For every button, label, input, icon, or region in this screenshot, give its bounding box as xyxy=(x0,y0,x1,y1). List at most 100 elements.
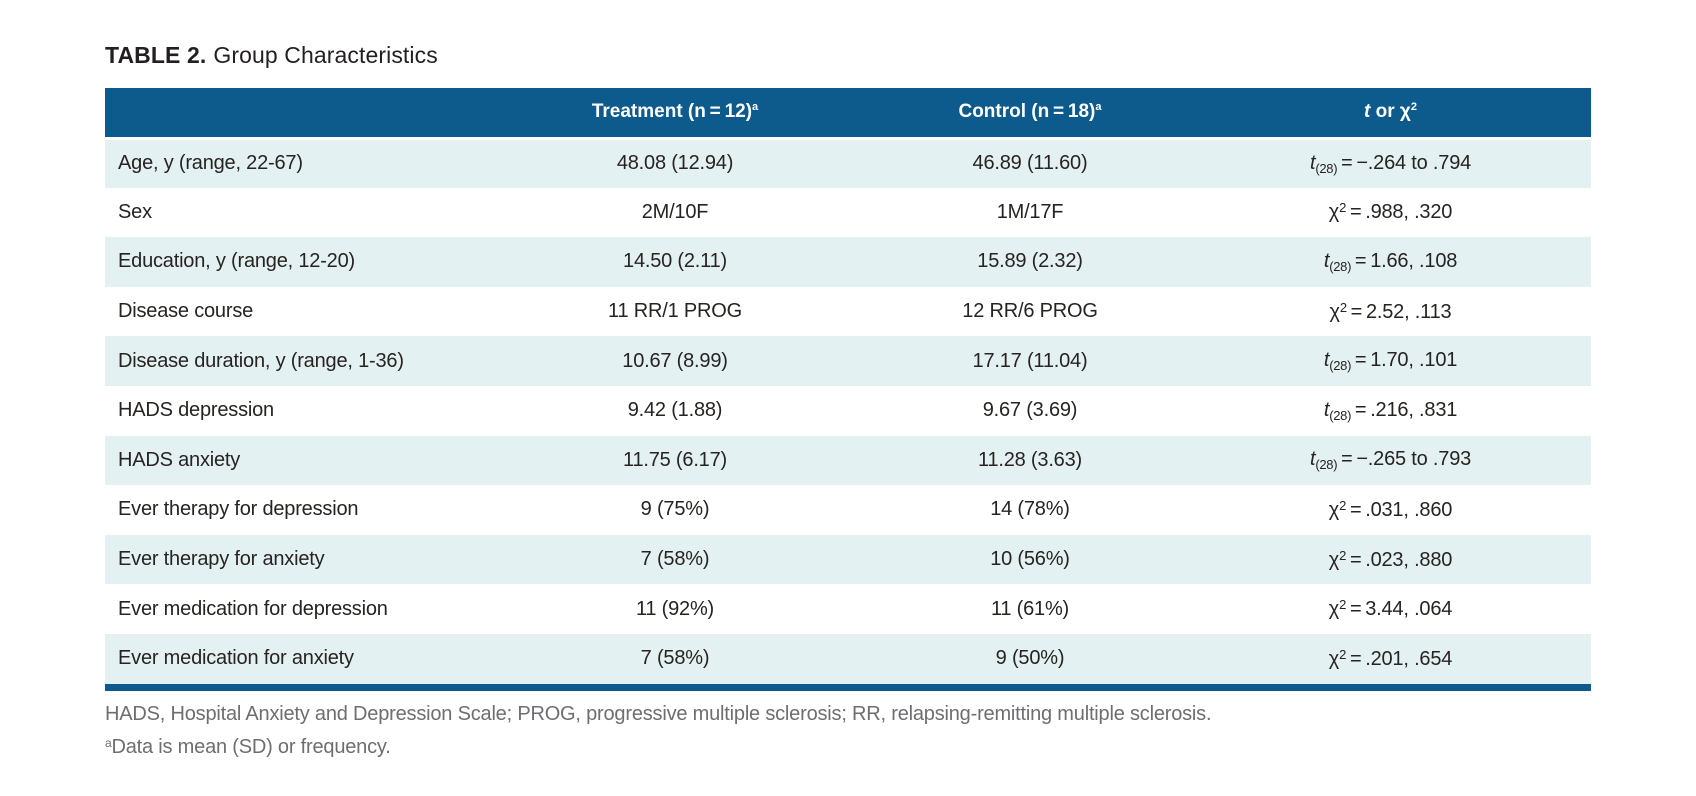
control-value: 17.17 (11.04) xyxy=(972,349,1088,372)
control-value: 11 (61%) xyxy=(990,597,1070,620)
table-row: HADS depression 9.42 (1.88) 9.67 (3.69) t(2… xyxy=(105,386,1591,436)
header-control-label: Control (n = 18) xyxy=(958,101,1096,123)
t-symbol: t xyxy=(1309,448,1316,471)
control-value: 9 (50%) xyxy=(995,647,1065,670)
stat-script: 2 xyxy=(1339,200,1347,216)
row-label: Ever medication for anxiety xyxy=(118,647,354,670)
stat-rest: = 3.44, .064 xyxy=(1346,598,1453,621)
stat-rest: = .988, .320 xyxy=(1346,201,1453,224)
header-t-symbol: t xyxy=(1364,101,1371,123)
control-value: 1M/17F xyxy=(996,200,1064,223)
stat-rest: = 1.66, .108 xyxy=(1351,249,1458,272)
header-or-text: or xyxy=(1370,101,1400,123)
header-treatment: Treatment (n = 12)a xyxy=(480,88,870,140)
row-label: Education, y (range, 12-20) xyxy=(118,250,355,273)
header-treatment-footnote-marker: a xyxy=(752,101,759,114)
footnote-data-note-text: Data is mean (SD) or frequency. xyxy=(111,735,391,758)
t-symbol: t xyxy=(1323,249,1330,272)
t-symbol: t xyxy=(1323,349,1330,372)
treatment-value: 11 (92%) xyxy=(635,597,715,620)
row-label: HADS depression xyxy=(118,399,274,422)
stat-script: 2 xyxy=(1339,646,1347,662)
stat-script: (28) xyxy=(1315,457,1338,473)
control-value: 11.28 (3.63) xyxy=(978,448,1082,471)
stat-script: (28) xyxy=(1315,160,1338,176)
treatment-value: 14.50 (2.11) xyxy=(623,250,727,273)
stat-script: (28) xyxy=(1329,358,1352,374)
header-treatment-label: Treatment (n = 12) xyxy=(591,101,753,123)
page-content: TABLE 2. Group Characteristics Treatment … xyxy=(105,0,1591,762)
statistic-value: χ2 = .023, .880 xyxy=(1190,535,1591,585)
stat-rest: = −.264 to .794 xyxy=(1337,151,1472,174)
row-label: Ever medication for depression xyxy=(118,597,388,620)
header-control: Control (n = 18)a xyxy=(870,88,1190,140)
treatment-value: 48.08 (12.94) xyxy=(616,152,734,175)
footnote-abbreviations: HADS, Hospital Anxiety and Depression Sc… xyxy=(105,702,1212,725)
table-row: Ever therapy for depression 9 (75%) 14 (78… xyxy=(105,485,1591,535)
statistic-value: χ2 = .988, .320 xyxy=(1190,188,1591,238)
header-control-footnote-marker: a xyxy=(1095,101,1102,114)
stat-rest: = −.265 to .793 xyxy=(1337,448,1472,471)
treatment-value: 11.75 (6.17) xyxy=(623,448,727,471)
stat-rest: = .031, .860 xyxy=(1346,498,1453,521)
footnote-data-note: aData is mean (SD) or frequency. xyxy=(105,729,1591,762)
control-value: 10 (56%) xyxy=(990,548,1070,571)
statistic-value: χ2 = 2.52, .113 xyxy=(1190,287,1591,337)
header-chi-symbol: χ xyxy=(1399,101,1411,123)
control-value: 46.89 (11.60) xyxy=(972,152,1088,175)
table-row: Ever medication for depression 11 (92%) 11… xyxy=(105,584,1591,634)
row-label: Ever therapy for depression xyxy=(118,498,359,521)
treatment-value: 7 (58%) xyxy=(640,647,710,670)
stat-script: 2 xyxy=(1339,497,1347,513)
table-title-text: Group Characteristics xyxy=(213,42,438,68)
table-title: TABLE 2. Group Characteristics xyxy=(105,42,1591,69)
footnote-marker-a: a xyxy=(105,735,112,750)
stat-rest: = .201, .654 xyxy=(1346,647,1453,670)
t-symbol: t xyxy=(1309,151,1316,174)
stat-rest: = .216, .831 xyxy=(1351,398,1458,421)
table-row: Education, y (range, 12-20) 14.50 (2.11) 1… xyxy=(105,237,1591,287)
stat-script: 2 xyxy=(1339,299,1347,315)
treatment-value: 2M/10F xyxy=(641,200,709,223)
stat-rest: = .023, .880 xyxy=(1346,548,1453,571)
row-label: Age, y (range, 22-67) xyxy=(118,152,303,175)
treatment-value: 9 (75%) xyxy=(640,498,710,521)
statistic-value: χ2 = .201, .654 xyxy=(1190,634,1591,684)
stat-script: 2 xyxy=(1339,547,1347,563)
table-row: Ever medication for anxiety 7 (58%) 9 (50%… xyxy=(105,633,1591,684)
table-bottom-rule xyxy=(105,683,1591,691)
header-row: Treatment (n = 12)a Control (n = 18)a t … xyxy=(105,88,1591,140)
table-footnotes: HADS, Hospital Anxiety and Depression Sc… xyxy=(105,700,1591,762)
row-label: Ever therapy for anxiety xyxy=(118,548,325,571)
statistic-value: t(28) = 1.70, .101 xyxy=(1190,336,1591,386)
stat-script: 2 xyxy=(1339,597,1347,613)
chi-symbol: χ xyxy=(1329,300,1341,323)
chi-symbol: χ xyxy=(1328,647,1340,670)
chi-symbol: χ xyxy=(1328,548,1340,571)
table-row: Ever therapy for anxiety 7 (58%) 10 (56%) χ… xyxy=(105,534,1591,585)
header-statistic: t or χ2 xyxy=(1190,88,1591,140)
statistic-value: t(28) = −.264 to .794 xyxy=(1190,138,1591,188)
table-row: Age, y (range, 22-67) 48.08 (12.94) 46.89 … xyxy=(105,138,1591,188)
row-label: HADS anxiety xyxy=(118,448,241,471)
chi-symbol: χ xyxy=(1328,598,1340,621)
treatment-value: 9.42 (1.88) xyxy=(627,399,723,422)
header-chi-exponent: 2 xyxy=(1410,101,1417,114)
table-row: Disease duration, y (range, 1-36) 10.67 (… xyxy=(105,336,1591,386)
stat-script: (28) xyxy=(1329,258,1352,274)
group-characteristics-table: Treatment (n = 12)a Control (n = 18)a t … xyxy=(105,88,1591,684)
row-label: Disease duration, y (range, 1-36) xyxy=(118,349,404,372)
treatment-value: 7 (58%) xyxy=(640,548,710,571)
statistic-value: t(28) = .216, .831 xyxy=(1190,386,1591,436)
stat-script: (28) xyxy=(1329,407,1352,423)
control-value: 9.67 (3.69) xyxy=(982,399,1078,422)
t-symbol: t xyxy=(1323,398,1330,421)
chi-symbol: χ xyxy=(1328,498,1340,521)
table-row: Sex 2M/10F 1M/17F χ2 = .988, .320 xyxy=(105,188,1591,238)
statistic-value: t(28) = −.265 to .793 xyxy=(1190,436,1591,486)
treatment-value: 10.67 (8.99) xyxy=(622,349,728,372)
row-label: Disease course xyxy=(118,300,254,323)
row-label: Sex xyxy=(118,200,152,223)
statistic-value: χ2 = .031, .860 xyxy=(1190,485,1591,535)
treatment-value: 11 RR/1 PROG xyxy=(608,300,742,323)
